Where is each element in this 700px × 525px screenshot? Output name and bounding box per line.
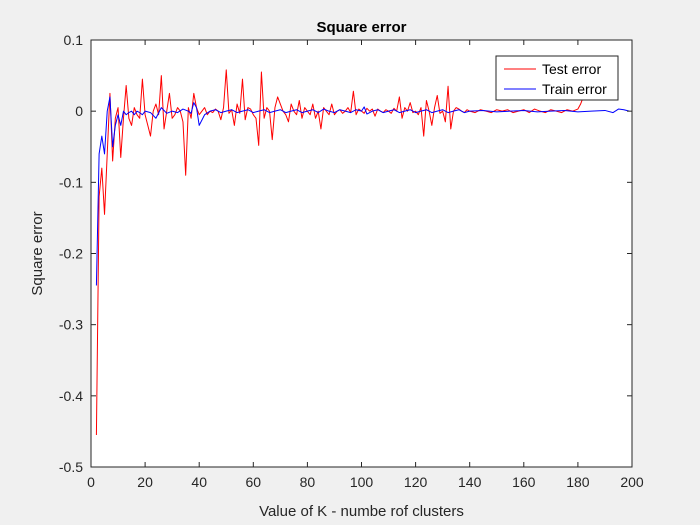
- y-axis-title: Square error: [29, 211, 46, 295]
- y-tick-label: -0.4: [59, 388, 83, 404]
- legend-label: Train error: [542, 81, 607, 97]
- x-tick-label: 20: [137, 474, 153, 490]
- legend-label: Test error: [542, 61, 601, 77]
- y-tick-label: -0.2: [59, 246, 83, 262]
- legend-box: [495, 55, 619, 101]
- series-line-train-error: [95, 96, 630, 286]
- x-tick-label: 140: [458, 474, 482, 490]
- x-tick-label: 160: [512, 474, 536, 490]
- x-tick-label: 200: [620, 474, 644, 490]
- y-tick-label: -0.5: [59, 459, 83, 475]
- y-tick-label: 0: [75, 103, 83, 119]
- x-tick-label: 80: [300, 474, 316, 490]
- x-tick-label: 40: [191, 474, 207, 490]
- y-tick-label: 0.1: [64, 32, 84, 48]
- y-tick-label: -0.1: [59, 174, 83, 190]
- x-tick-label: 60: [246, 474, 262, 490]
- x-axis-title: Value of K - numbe rof clusters: [259, 503, 464, 520]
- x-tick-label: 100: [350, 474, 374, 490]
- x-tick-label: 120: [404, 474, 428, 490]
- series-line-test-error: [95, 69, 584, 435]
- chart-title: Square error: [316, 19, 406, 36]
- x-tick-label: 0: [87, 474, 95, 490]
- axes-layer: 0 20 40 60 80 100 120 140 160 180 200 -0.5 -0.4 -0.3 -…: [59, 32, 644, 490]
- series-layer: [95, 69, 630, 435]
- x-tick-label: 180: [566, 474, 590, 490]
- legend: Test error Train error: [495, 55, 619, 101]
- y-tick-label: -0.3: [59, 317, 83, 333]
- plot-area: [91, 40, 632, 467]
